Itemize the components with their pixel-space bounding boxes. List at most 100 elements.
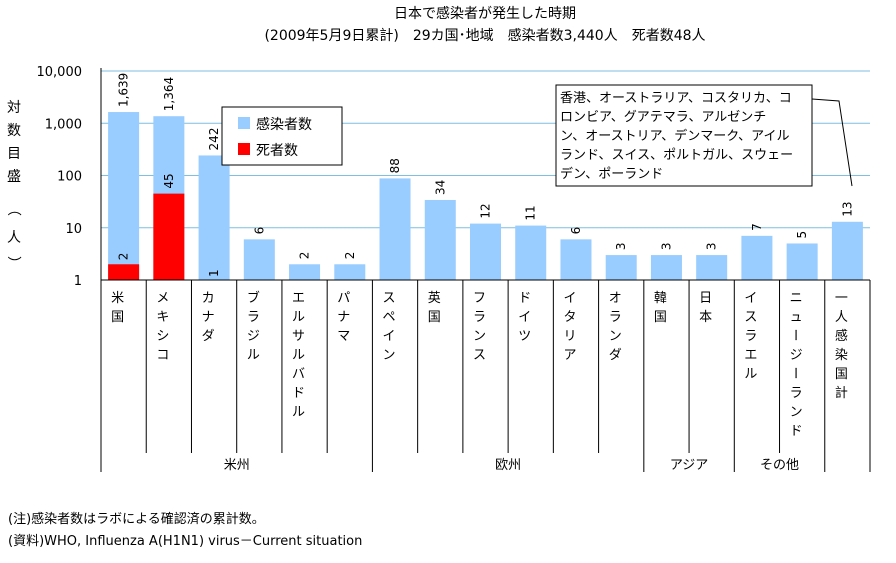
category-label-char: ー <box>787 366 802 379</box>
data-label-deaths: 45 <box>162 173 176 188</box>
data-label-infected: 3 <box>614 242 628 250</box>
category-label-char: ス <box>744 310 757 325</box>
category-label-char: 染 <box>835 348 848 363</box>
category-label-char: ナ <box>202 310 215 325</box>
bar-infected <box>289 264 321 280</box>
bar-infected <box>560 239 592 280</box>
category-label-char: ダ <box>202 329 215 344</box>
data-label-infected: 3 <box>659 242 673 250</box>
category-label-char: ー <box>787 328 802 341</box>
data-label-infected: 11 <box>524 205 538 220</box>
category-label-char: リ <box>563 329 576 344</box>
category-label-char: ン <box>383 348 396 363</box>
bar-infected <box>831 221 863 280</box>
bar-infected <box>243 239 275 280</box>
group-label: アジア <box>670 458 708 473</box>
axes <box>100 68 871 472</box>
y-axis-label-char: 盛 <box>7 169 21 185</box>
category-label-char: ド <box>518 291 531 306</box>
chart-texts: 日本で感染者が発生した時期 (2009年5月9日累計) 29カ国･地域 感染者数3… <box>5 5 854 473</box>
category-label-char: ニ <box>790 291 803 306</box>
y-axis-label-char: ） <box>5 256 21 270</box>
group-label: その他 <box>760 458 799 473</box>
category-label-char: ダ <box>609 348 622 363</box>
category-label-char: コ <box>156 348 169 363</box>
chart-title: 日本で感染者が発生した時期 <box>394 5 576 22</box>
bar-infected <box>515 225 547 280</box>
category-label-char: ル <box>292 310 305 325</box>
category-label-char: ラ <box>247 310 260 325</box>
group-label: 米州 <box>224 458 250 473</box>
group-label: 欧州 <box>495 458 521 473</box>
category-label-char: ル <box>744 367 757 382</box>
category-label-char: サ <box>292 329 305 344</box>
footnote-source: (資料)WHO, Influenza A(H1N1) virus－Current… <box>8 534 363 549</box>
category-label-char: タ <box>563 310 576 325</box>
category-label-char: バ <box>292 367 305 382</box>
bar-infected <box>334 264 366 280</box>
category-label-char: ペ <box>383 310 396 325</box>
annotation-text-line: デン、ポーランド <box>560 166 663 182</box>
category-label-char: オ <box>609 291 622 306</box>
category-label-char: 国 <box>428 310 441 325</box>
chart-subtitle: (2009年5月9日累計) 29カ国･地域 感染者数3,440人 死者数48人 <box>264 27 705 44</box>
category-label-char: ラ <box>790 386 803 401</box>
category-label-char: ラ <box>609 310 622 325</box>
category-label-char: ナ <box>337 310 350 325</box>
category-label-char: 国 <box>654 310 667 325</box>
data-label-infected: 12 <box>479 203 493 218</box>
category-label-char: イ <box>563 291 576 306</box>
bar-deaths <box>153 193 185 280</box>
data-label-infected: 6 <box>569 227 583 235</box>
legend-label-deaths: 死者数 <box>256 143 298 159</box>
bar-deaths <box>108 264 140 280</box>
data-label-infected: 7 <box>750 223 764 231</box>
footnote-note: (注)感染者数はラボによる確認済の累計数。 <box>8 512 265 527</box>
annotation-text-line: 香港、オーストラリア、コスタリカ、コ <box>560 91 792 106</box>
category-label-char: ン <box>609 329 622 344</box>
annotation: 香港、オーストラリア、コスタリカ、コロンビア、グアテマラ、アルゼンチン、オースト… <box>555 84 853 187</box>
y-tick-label: 10 <box>65 222 82 237</box>
category-label-char: 本 <box>699 310 712 325</box>
category-label-char: 日 <box>699 291 712 306</box>
y-axis-label-char: （ <box>5 202 21 216</box>
data-label-infected: 3 <box>705 242 719 250</box>
y-tick-label: 100 <box>57 170 82 185</box>
category-label-char: ブ <box>247 290 260 306</box>
bar-infected <box>424 199 456 280</box>
bars <box>108 112 863 281</box>
annotation-text-line: ロンビア、グアテマラ、アルゼンチ <box>560 110 766 125</box>
category-label-char: ン <box>790 405 803 420</box>
category-label-char: ス <box>473 348 486 363</box>
y-axis-label-char: 対 <box>7 100 21 116</box>
category-label-char: ラ <box>473 310 486 325</box>
data-label-infected: 34 <box>433 180 447 195</box>
y-tick-label: 1,000 <box>45 117 82 132</box>
bar-infected <box>108 112 140 281</box>
category-label-char: イ <box>518 310 531 325</box>
category-label-char: ド <box>292 386 305 401</box>
bar-infected <box>696 255 728 280</box>
annotation-leader-line <box>811 98 853 187</box>
category-label-char: メ <box>156 291 169 306</box>
y-axis-label-char: 目 <box>7 146 21 162</box>
data-label-infected: 88 <box>388 158 402 173</box>
annotation-box <box>555 84 813 187</box>
data-label-infected: 13 <box>840 202 854 217</box>
y-axis-label-char: 人 <box>7 230 21 246</box>
category-label-char: イ <box>383 329 396 344</box>
category-label-char: 米 <box>111 291 124 306</box>
category-label-char: 一 <box>835 291 848 306</box>
category-label-char: ド <box>790 424 803 439</box>
bar-infected <box>470 223 501 280</box>
bar-infected <box>605 255 637 280</box>
bar-infected <box>786 243 818 280</box>
category-label-char: パ <box>337 291 350 306</box>
category-label-char: ア <box>563 348 576 363</box>
category-label-char: ジ <box>247 329 260 344</box>
bar-infected <box>379 178 411 280</box>
data-label-deaths: 2 <box>117 253 131 261</box>
legend-box <box>221 106 343 166</box>
category-label-char: 計 <box>835 385 848 401</box>
